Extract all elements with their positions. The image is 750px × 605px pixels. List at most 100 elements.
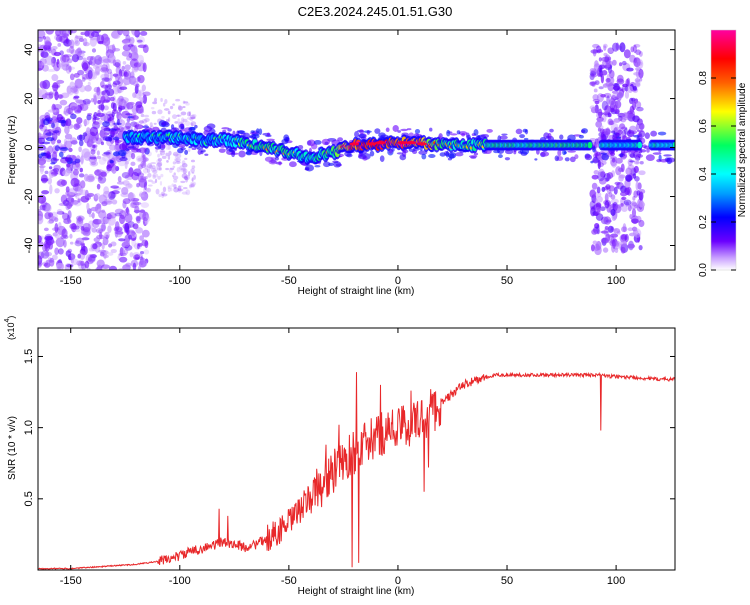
- spectral-blob: [375, 141, 386, 145]
- snr-x-tick-label: -50: [281, 575, 297, 587]
- spectral-blob: [80, 189, 88, 196]
- spectral-blob: [169, 105, 174, 110]
- spectral-blob: [44, 251, 53, 257]
- spectral-blob: [57, 43, 62, 47]
- spectral-blob: [100, 90, 106, 96]
- spectral-blob: [130, 152, 136, 160]
- spectral-blob: [38, 251, 45, 260]
- spectral-blob: [73, 72, 80, 78]
- colorbar-tick-label: 0.6: [698, 119, 709, 133]
- spectral-blob: [610, 235, 615, 245]
- spectral-blob: [429, 127, 433, 132]
- spectral-blob: [38, 255, 43, 265]
- spectral-blob: [189, 183, 195, 188]
- spectral-blob: [78, 173, 85, 178]
- spectral-blob: [187, 148, 191, 153]
- spectral-blob: [567, 134, 576, 142]
- spectral-blob: [54, 223, 59, 233]
- spectral-blob: [385, 127, 390, 133]
- spectral-blob: [629, 153, 636, 159]
- spectral-blob: [48, 219, 55, 224]
- spectral-blob: [127, 145, 137, 149]
- snr-y-multiplier: (x104): [4, 316, 16, 340]
- spectral-blob: [638, 51, 643, 57]
- spectral-blob: [100, 171, 107, 177]
- spectral-blob: [134, 205, 140, 214]
- spectral-blob: [125, 262, 132, 267]
- spectral-blob: [124, 160, 128, 170]
- spectral-blob: [323, 161, 331, 168]
- spectral-blob: [191, 113, 197, 118]
- spectral-blob: [615, 157, 623, 164]
- spectral-blob: [349, 142, 360, 146]
- spectral-blob: [162, 102, 166, 107]
- spectrogram-x-tick-label: -100: [169, 275, 191, 287]
- spectral-blob: [604, 226, 609, 231]
- spectral-blob: [72, 200, 79, 205]
- spectral-blob: [238, 150, 246, 158]
- spectral-blob: [165, 167, 170, 171]
- spectral-blob: [87, 69, 93, 79]
- spectral-blob: [125, 206, 129, 215]
- spectral-blob: [78, 146, 82, 153]
- spectral-blob: [70, 140, 78, 145]
- spectral-blob: [103, 186, 110, 195]
- spectral-blob: [607, 113, 612, 118]
- spectral-blob: [40, 152, 47, 155]
- spectral-blob: [629, 201, 638, 210]
- spectral-blob: [121, 186, 129, 195]
- spectral-blob: [87, 173, 95, 181]
- spectral-blob: [182, 187, 188, 190]
- spectral-blob: [644, 132, 650, 139]
- spectral-blob: [59, 99, 68, 106]
- spectral-blob: [313, 140, 322, 145]
- spectral-blob: [38, 235, 42, 244]
- spectral-blob: [172, 175, 179, 180]
- spectral-blob: [522, 128, 528, 133]
- spectral-blob: [603, 52, 608, 57]
- spectral-blob: [629, 160, 635, 163]
- spectral-blob: [48, 241, 54, 250]
- spectral-blob: [168, 167, 173, 174]
- spectral-blob: [102, 236, 109, 246]
- spectral-blob: [176, 114, 182, 117]
- spectral-blob: [185, 189, 191, 196]
- spectral-blob: [52, 130, 60, 134]
- spectral-blob: [587, 141, 593, 149]
- spectral-blob: [101, 77, 110, 82]
- spectral-blob: [138, 120, 145, 124]
- spectral-blob: [600, 230, 609, 234]
- spectral-blob: [139, 209, 146, 213]
- snr-y-tick-label: 0.5: [23, 491, 35, 506]
- spectral-blob: [128, 101, 135, 106]
- colorbar: [710, 29, 737, 271]
- spectral-blob: [104, 77, 112, 83]
- spectral-blob: [92, 65, 99, 70]
- spectral-blob: [589, 200, 596, 210]
- spectral-blob: [218, 148, 226, 153]
- spectral-blob: [117, 30, 124, 36]
- spectral-blob: [56, 180, 62, 186]
- spectral-blob: [354, 131, 360, 138]
- spectral-blob: [167, 154, 171, 160]
- spectral-blob: [171, 183, 175, 187]
- spectral-blob: [82, 222, 91, 233]
- spectral-blob: [82, 98, 92, 105]
- spectral-blob: [598, 72, 603, 76]
- spectral-blob: [603, 227, 610, 237]
- spectral-blob: [53, 217, 59, 223]
- spectral-blob: [615, 166, 622, 176]
- spectral-blob: [58, 222, 62, 228]
- spectral-blob: [47, 212, 54, 218]
- spectral-blob: [53, 51, 61, 57]
- spectral-blob: [619, 42, 626, 53]
- spectral-blob: [578, 134, 584, 139]
- spectral-blob: [184, 149, 189, 155]
- spectral-blob: [60, 54, 67, 64]
- spectral-blob: [627, 243, 636, 249]
- spectral-blob: [126, 117, 131, 123]
- spectral-blob: [86, 267, 91, 270]
- spectral-blob: [77, 216, 82, 223]
- spectral-blob: [177, 114, 180, 117]
